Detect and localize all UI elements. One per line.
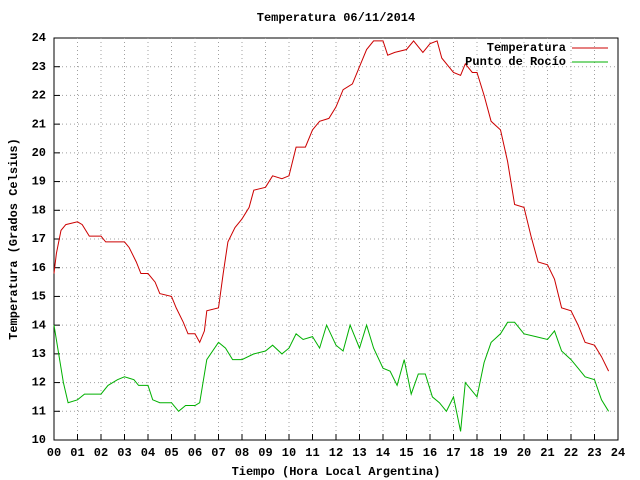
y-tick-label: 12	[32, 376, 46, 390]
x-tick-label: 16	[423, 446, 437, 460]
y-tick-label: 15	[32, 290, 46, 304]
x-tick-label: 19	[493, 446, 507, 460]
y-tick-label: 24	[32, 31, 46, 45]
legend-label: Temperatura	[487, 41, 566, 55]
x-tick-label: 02	[94, 446, 108, 460]
y-tick-label: 14	[32, 318, 46, 332]
x-tick-label: 23	[587, 446, 601, 460]
y-tick-label: 11	[32, 404, 46, 418]
x-tick-label: 11	[305, 446, 319, 460]
x-tick-label: 13	[352, 446, 366, 460]
y-tick-label: 21	[32, 117, 46, 131]
legend-label: Punto de Rocío	[465, 55, 566, 69]
x-axis-label: Tiempo (Hora Local Argentina)	[232, 465, 441, 479]
x-tick-label: 20	[517, 446, 531, 460]
x-tick-label: 08	[235, 446, 249, 460]
x-tick-label: 05	[164, 446, 178, 460]
x-tick-label: 00	[47, 446, 61, 460]
y-tick-label: 17	[32, 232, 46, 246]
x-tick-label: 04	[141, 446, 155, 460]
x-tick-label: 10	[282, 446, 296, 460]
x-tick-label: 18	[470, 446, 484, 460]
y-tick-label: 23	[32, 60, 46, 74]
y-tick-label: 16	[32, 261, 46, 275]
x-tick-label: 24	[611, 446, 625, 460]
y-tick-label: 22	[32, 89, 46, 103]
x-tick-label: 17	[446, 446, 460, 460]
x-tick-label: 14	[376, 446, 390, 460]
y-tick-label: 19	[32, 175, 46, 189]
x-tick-label: 09	[258, 446, 272, 460]
x-tick-label: 15	[399, 446, 413, 460]
y-axis-label: Temperatura (Grados Celsius)	[7, 138, 21, 340]
y-tick-label: 13	[32, 347, 46, 361]
series-line	[53, 40, 610, 372]
x-tick-label: 21	[540, 446, 554, 460]
x-tick-label: 01	[70, 446, 84, 460]
x-tick-label: 03	[117, 446, 131, 460]
chart-title: Temperatura 06/11/2014	[257, 11, 415, 25]
y-tick-label: 20	[32, 146, 46, 160]
y-tick-label: 10	[32, 433, 46, 447]
x-tick-label: 22	[564, 446, 578, 460]
y-tick-label: 18	[32, 203, 46, 217]
x-tick-label: 07	[211, 446, 225, 460]
series-line	[53, 321, 610, 432]
x-tick-label: 06	[188, 446, 202, 460]
x-tick-label: 12	[329, 446, 343, 460]
